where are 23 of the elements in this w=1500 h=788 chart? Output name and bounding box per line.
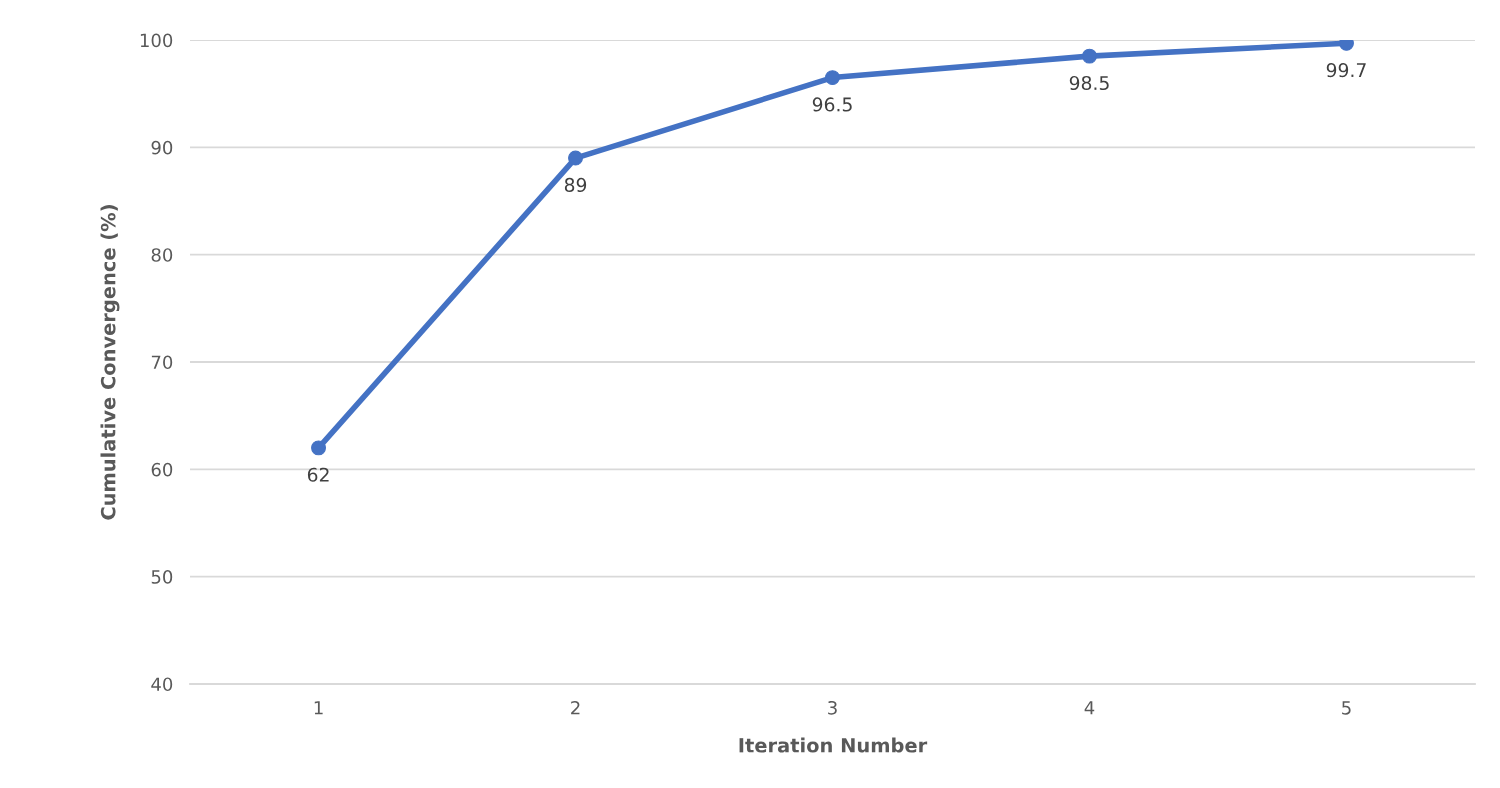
- y-tick-label: 40: [151, 677, 173, 692]
- y-tick-label: 80: [151, 248, 173, 262]
- data-label: 89: [564, 177, 587, 193]
- data-label: 98.5: [1069, 75, 1109, 91]
- data-label: 62: [307, 467, 329, 482]
- point: [1082, 48, 1097, 64]
- y-tick-label: 70: [151, 355, 173, 370]
- y-tick-label: 50: [151, 570, 173, 584]
- x-tick-label: 4: [1084, 701, 1095, 715]
- point: [825, 70, 840, 86]
- data-label: 99.7: [1326, 63, 1366, 78]
- y-tick-label: 100: [140, 33, 173, 48]
- point: [568, 150, 583, 166]
- x-tick-label: 5: [1342, 701, 1351, 715]
- y-tick-label: 60: [151, 462, 173, 477]
- x-tick-label: 1: [314, 701, 323, 715]
- y-tick-label: 90: [151, 140, 173, 155]
- x-tick-label: 2: [571, 700, 580, 715]
- x-tick-label: 3: [828, 700, 837, 715]
- x-axis-title: Iteration Number: [739, 737, 928, 753]
- y-axis-title: Cumulative Convergence (%): [100, 205, 120, 520]
- data-label: 96.5: [812, 97, 852, 112]
- point: [311, 440, 326, 456]
